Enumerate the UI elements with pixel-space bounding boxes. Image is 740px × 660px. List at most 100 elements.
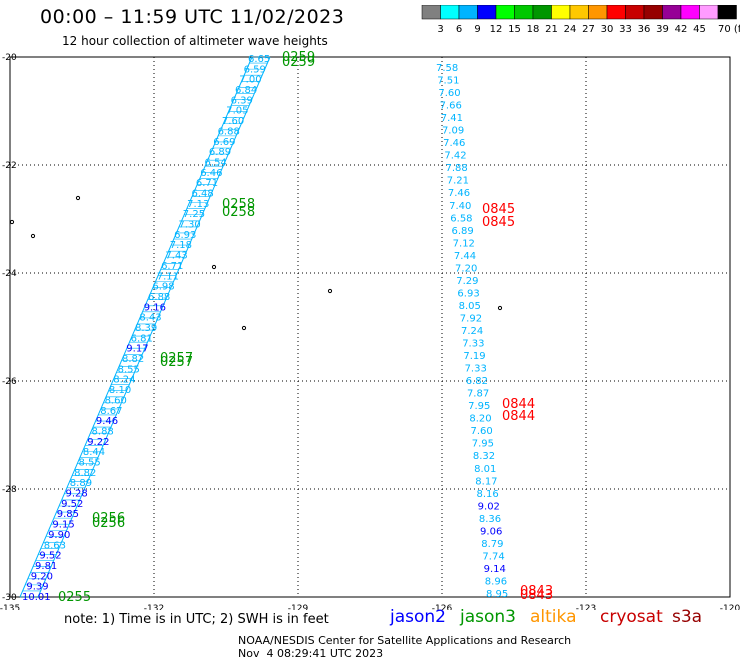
swh-value: 7.29 bbox=[456, 276, 478, 287]
track-line bbox=[37, 56, 271, 598]
time-label: 0259 bbox=[282, 50, 315, 65]
swh-value: 6.84 bbox=[235, 85, 257, 96]
swh-value: 8.10 bbox=[109, 385, 131, 396]
swh-value: 6.82 bbox=[466, 376, 488, 387]
swh-value: 9.52 bbox=[61, 499, 83, 510]
lat-lon-grid bbox=[9, 56, 731, 598]
swh-value: 7.60 bbox=[222, 116, 244, 127]
lon-label: -123 bbox=[576, 604, 596, 610]
lat-label: -20 bbox=[2, 53, 17, 63]
legend-altika: altika bbox=[530, 607, 577, 627]
swh-value: 8.89 bbox=[70, 478, 92, 489]
swh-value: 6.59 bbox=[244, 64, 266, 75]
swh-value: 9.20 bbox=[31, 571, 53, 582]
swh-value: 9.46 bbox=[96, 416, 118, 427]
scale-label: 33 bbox=[619, 24, 632, 35]
scale-label: 42 bbox=[675, 24, 688, 35]
island bbox=[241, 325, 247, 331]
swh-value: 8.88 bbox=[92, 426, 114, 437]
scale-label: 30 bbox=[601, 24, 614, 35]
time-label: 0258 bbox=[222, 205, 255, 220]
time-label: 0259 bbox=[282, 55, 315, 70]
swh-value: 7.33 bbox=[465, 364, 487, 375]
swh-value: 7.40 bbox=[449, 201, 471, 212]
scale-label: 45 bbox=[693, 24, 706, 35]
scale-label: 6 bbox=[456, 24, 462, 35]
swh-value: 8.67 bbox=[100, 406, 122, 417]
lat-label: -24 bbox=[2, 269, 17, 279]
swh-value: 8.63 bbox=[44, 540, 66, 551]
map-subtitle: 12 hour collection of altimeter wave hei… bbox=[62, 34, 328, 48]
swh-value: 7.41 bbox=[441, 113, 463, 124]
swh-value: 7.43 bbox=[165, 251, 187, 262]
swh-value: 8.96 bbox=[485, 576, 507, 587]
swh-value: 9.52 bbox=[39, 551, 61, 562]
legend-s3a: s3a bbox=[672, 607, 703, 627]
axis-labels: -135 -132 -129 -126 -123 -120 -20 -22 -24 -26 -28 -… bbox=[0, 53, 740, 610]
swh-value: 8.44 bbox=[83, 447, 105, 458]
time-label: 0844 bbox=[502, 409, 535, 424]
swh-value: 9.22 bbox=[87, 437, 109, 448]
scale-label: 24 bbox=[564, 24, 577, 35]
time-label: 0843 bbox=[520, 584, 553, 599]
island bbox=[75, 195, 81, 201]
swh-value: 7.21 bbox=[447, 176, 469, 187]
lat-label: -28 bbox=[2, 485, 17, 495]
swh-value: 6.39 bbox=[231, 95, 253, 106]
lon-label: -132 bbox=[144, 604, 164, 610]
swh-value: 9.81 bbox=[35, 561, 57, 572]
lon-label: -120 bbox=[720, 604, 740, 610]
swh-value: 6.48 bbox=[192, 189, 214, 200]
legend-jason3: jason3 bbox=[460, 607, 516, 627]
swh-value: 7.09 bbox=[442, 126, 464, 137]
time-label: 0845 bbox=[482, 215, 515, 230]
legend-jason2: jason2 bbox=[390, 607, 446, 627]
swh-value: 6.65 bbox=[248, 54, 270, 65]
swh-value: 6.98 bbox=[152, 282, 174, 293]
island bbox=[211, 264, 217, 270]
swh-value: 6.93 bbox=[174, 230, 196, 241]
swh-value: 6.71 bbox=[196, 178, 218, 189]
swh-value: 8.16 bbox=[476, 489, 498, 500]
swh-value: 6.88 bbox=[218, 126, 240, 137]
swh-value: 6.89 bbox=[451, 226, 473, 237]
swh-value: 8.55 bbox=[118, 364, 140, 375]
swh-value: 8.05 bbox=[459, 301, 481, 312]
time-label: 0258 bbox=[222, 197, 255, 212]
swh-value: 7.13 bbox=[187, 199, 209, 210]
swh-value: 7.24 bbox=[461, 326, 483, 337]
swh-value: 6.46 bbox=[200, 168, 222, 179]
swh-value: 7.58 bbox=[436, 63, 458, 74]
swh-value: 8.82 bbox=[122, 354, 144, 365]
lon-label: -135 bbox=[0, 604, 20, 610]
swh-value: 6.93 bbox=[457, 288, 479, 299]
credit-timestamp: Nov 4 08:29:41 UTC 2023 bbox=[238, 647, 384, 660]
map-title: 00:00 – 11:59 UTC 11/02/2023 bbox=[40, 6, 345, 28]
lat-label: -26 bbox=[2, 377, 17, 387]
swh-value: 7.66 bbox=[440, 101, 462, 112]
swh-value: 7.19 bbox=[463, 351, 485, 362]
time-label: 0844 bbox=[502, 397, 535, 412]
swh-value: 7.00 bbox=[239, 75, 261, 86]
swh-value: 7.74 bbox=[482, 551, 504, 562]
swh-value: 8.20 bbox=[469, 414, 491, 425]
scale-label: 18 bbox=[527, 24, 540, 35]
swh-value: 7.46 bbox=[443, 138, 465, 149]
island bbox=[497, 305, 503, 311]
island bbox=[9, 219, 15, 225]
scale-label: 21 bbox=[545, 24, 558, 35]
scale-label: 27 bbox=[582, 24, 595, 35]
swh-value: 6.88 bbox=[148, 292, 170, 303]
swh-value: 6.81 bbox=[131, 333, 153, 344]
swh-value: 8.17 bbox=[475, 476, 497, 487]
units-note: note: 1) Time is in UTC; 2) SWH is in fe… bbox=[64, 612, 329, 627]
swh-value: 7.42 bbox=[444, 151, 466, 162]
swh-value: 8.60 bbox=[105, 395, 127, 406]
swh-value: 7.25 bbox=[183, 209, 205, 220]
time-label: 0257 bbox=[160, 355, 193, 370]
swh-value: 7.20 bbox=[455, 263, 477, 274]
swh-value: 9.06 bbox=[480, 526, 502, 537]
swh-value: 7.11 bbox=[157, 271, 179, 282]
time-label: 0256 bbox=[92, 516, 125, 531]
